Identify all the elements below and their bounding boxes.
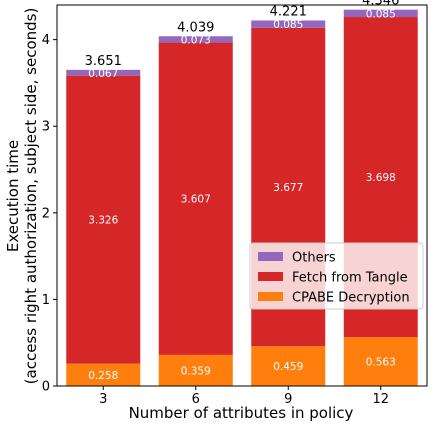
bar-segment-fetch-6 [158,42,233,355]
y-tick-label-1: 1 [42,293,50,308]
legend-box [249,242,424,310]
y-tick-label-4: 4 [42,33,50,48]
legend-label-others: Others [292,251,336,266]
legend-label-fetch-from-tangle: Fetch from Tangle [292,271,408,286]
x-tick-label-3: 3 [99,392,107,407]
bar-segment-cpabe-6 [158,354,233,386]
total-label-3: 3.651 [85,54,122,69]
y-axis-label-line1: Execution time [4,140,22,252]
data-label-fetch-3: 3.326 [88,215,118,227]
y-axis-label-line2: (access right authorization, subject sid… [22,8,40,385]
bar-segment-others-3 [66,69,141,76]
total-label-6: 4.039 [177,20,214,35]
total-label-9: 4.221 [270,4,307,19]
bar-segment-fetch-3 [66,75,141,364]
bars-layer [66,9,418,386]
legend-label-cpabe-decryption: CPABE Decryption [292,291,410,306]
y-axis-label-group: Execution time (access right authorizati… [4,8,40,385]
x-tick-label-6: 6 [192,392,200,407]
data-label-fetch-12: 3.698 [366,172,396,184]
data-label-others-3: 0.067 [88,68,118,80]
x-tick-label-9: 9 [284,392,292,407]
data-label-others-6: 0.073 [181,34,211,46]
plot-frame [56,4,428,387]
data-label-fetch-6: 3.607 [181,194,211,206]
bar-segment-cpabe-12 [343,337,418,386]
y-tick-label-0: 0 [42,380,50,395]
data-label-cpabe-3: 0.258 [88,370,118,382]
x-tick-label-12: 12 [372,392,389,407]
data-label-cpabe-9: 0.459 [273,361,303,373]
data-label-fetch-9: 3.677 [273,182,303,194]
legend: Others Fetch from Tangle CPABE Decryption [249,242,424,310]
data-label-cpabe-12: 0.563 [366,357,396,369]
legend-swatch-fetch-from-tangle [258,272,283,281]
data-label-cpabe-6: 0.359 [181,365,211,377]
data-label-others-9: 0.085 [273,19,303,31]
data-label-others-12: 0.085 [366,8,396,20]
bar-segment-cpabe-9 [251,346,326,386]
bar-segment-others-9 [251,20,326,28]
y-tick-label-3: 3 [42,120,50,135]
legend-swatch-cpabe-decryption [258,292,283,301]
legend-swatch-others [258,252,283,261]
x-axis-label: Number of attributes in policy [129,404,354,422]
bar-segment-others-6 [158,36,233,43]
bar-segment-cpabe-3 [66,363,141,386]
total-label-12: 4.346 [362,0,399,9]
y-tick-label-2: 2 [42,206,50,221]
bar-segment-others-12 [343,9,418,18]
